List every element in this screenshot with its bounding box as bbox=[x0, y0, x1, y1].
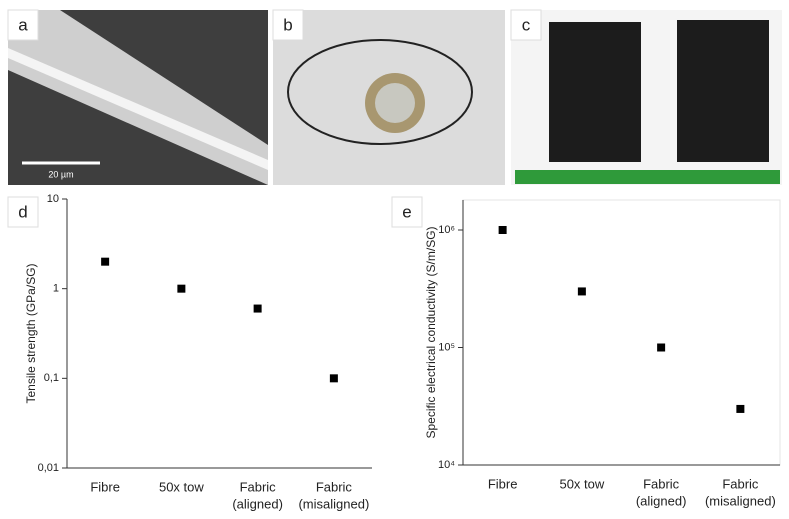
x-tick-label: (misaligned) bbox=[298, 496, 369, 511]
x-tick-label: (aligned) bbox=[636, 493, 687, 508]
point bbox=[101, 258, 109, 266]
y-axis-label: Specific electrical conductivity (S/m/SG… bbox=[424, 226, 438, 438]
x-tick-label: Fibre bbox=[488, 476, 518, 491]
y-tick-label: 1 bbox=[53, 283, 59, 295]
y-tick-label: 0,01 bbox=[38, 462, 59, 474]
x-tick-label: Fabric bbox=[316, 479, 353, 494]
point bbox=[578, 287, 586, 295]
x-tick-label: Fabric bbox=[240, 479, 277, 494]
point bbox=[736, 405, 744, 413]
scale-bar-label: 20 µm bbox=[48, 169, 73, 179]
panel-label: e bbox=[402, 202, 411, 221]
point bbox=[330, 374, 338, 382]
y-tick-label: 10⁵ bbox=[438, 341, 455, 353]
x-tick-label: (aligned) bbox=[232, 496, 283, 511]
x-tick-label: Fabric bbox=[722, 476, 759, 491]
x-tick-label: 50x tow bbox=[159, 479, 204, 494]
x-tick-label: 50x tow bbox=[559, 476, 604, 491]
x-tick-label: (misaligned) bbox=[705, 493, 776, 508]
y-axis-label: Tensile strength (GPa/SG) bbox=[24, 263, 38, 403]
point bbox=[177, 285, 185, 293]
y-tick-label: 0,1 bbox=[44, 372, 59, 384]
photo-c bbox=[511, 10, 782, 185]
figure: 20 µm a b c d e 0,01 0,1 1 10 Tensile strength (G… bbox=[0, 0, 789, 514]
point bbox=[254, 305, 262, 313]
photo-a: 20 µm bbox=[8, 10, 268, 185]
y-tick-label: 10 bbox=[47, 193, 59, 205]
panel-label: d bbox=[18, 202, 27, 221]
point bbox=[499, 226, 507, 234]
x-tick-label: Fibre bbox=[90, 479, 120, 494]
panel-label: b bbox=[283, 15, 292, 34]
panel-label: a bbox=[18, 15, 28, 34]
photo-b bbox=[273, 10, 505, 185]
plot-frame bbox=[463, 200, 780, 465]
panel-label: c bbox=[522, 15, 531, 34]
y-tick-label: 10⁶ bbox=[438, 224, 455, 236]
x-tick-label: Fabric bbox=[643, 476, 680, 491]
y-tick-label: 10⁴ bbox=[438, 459, 455, 471]
point bbox=[657, 343, 665, 351]
